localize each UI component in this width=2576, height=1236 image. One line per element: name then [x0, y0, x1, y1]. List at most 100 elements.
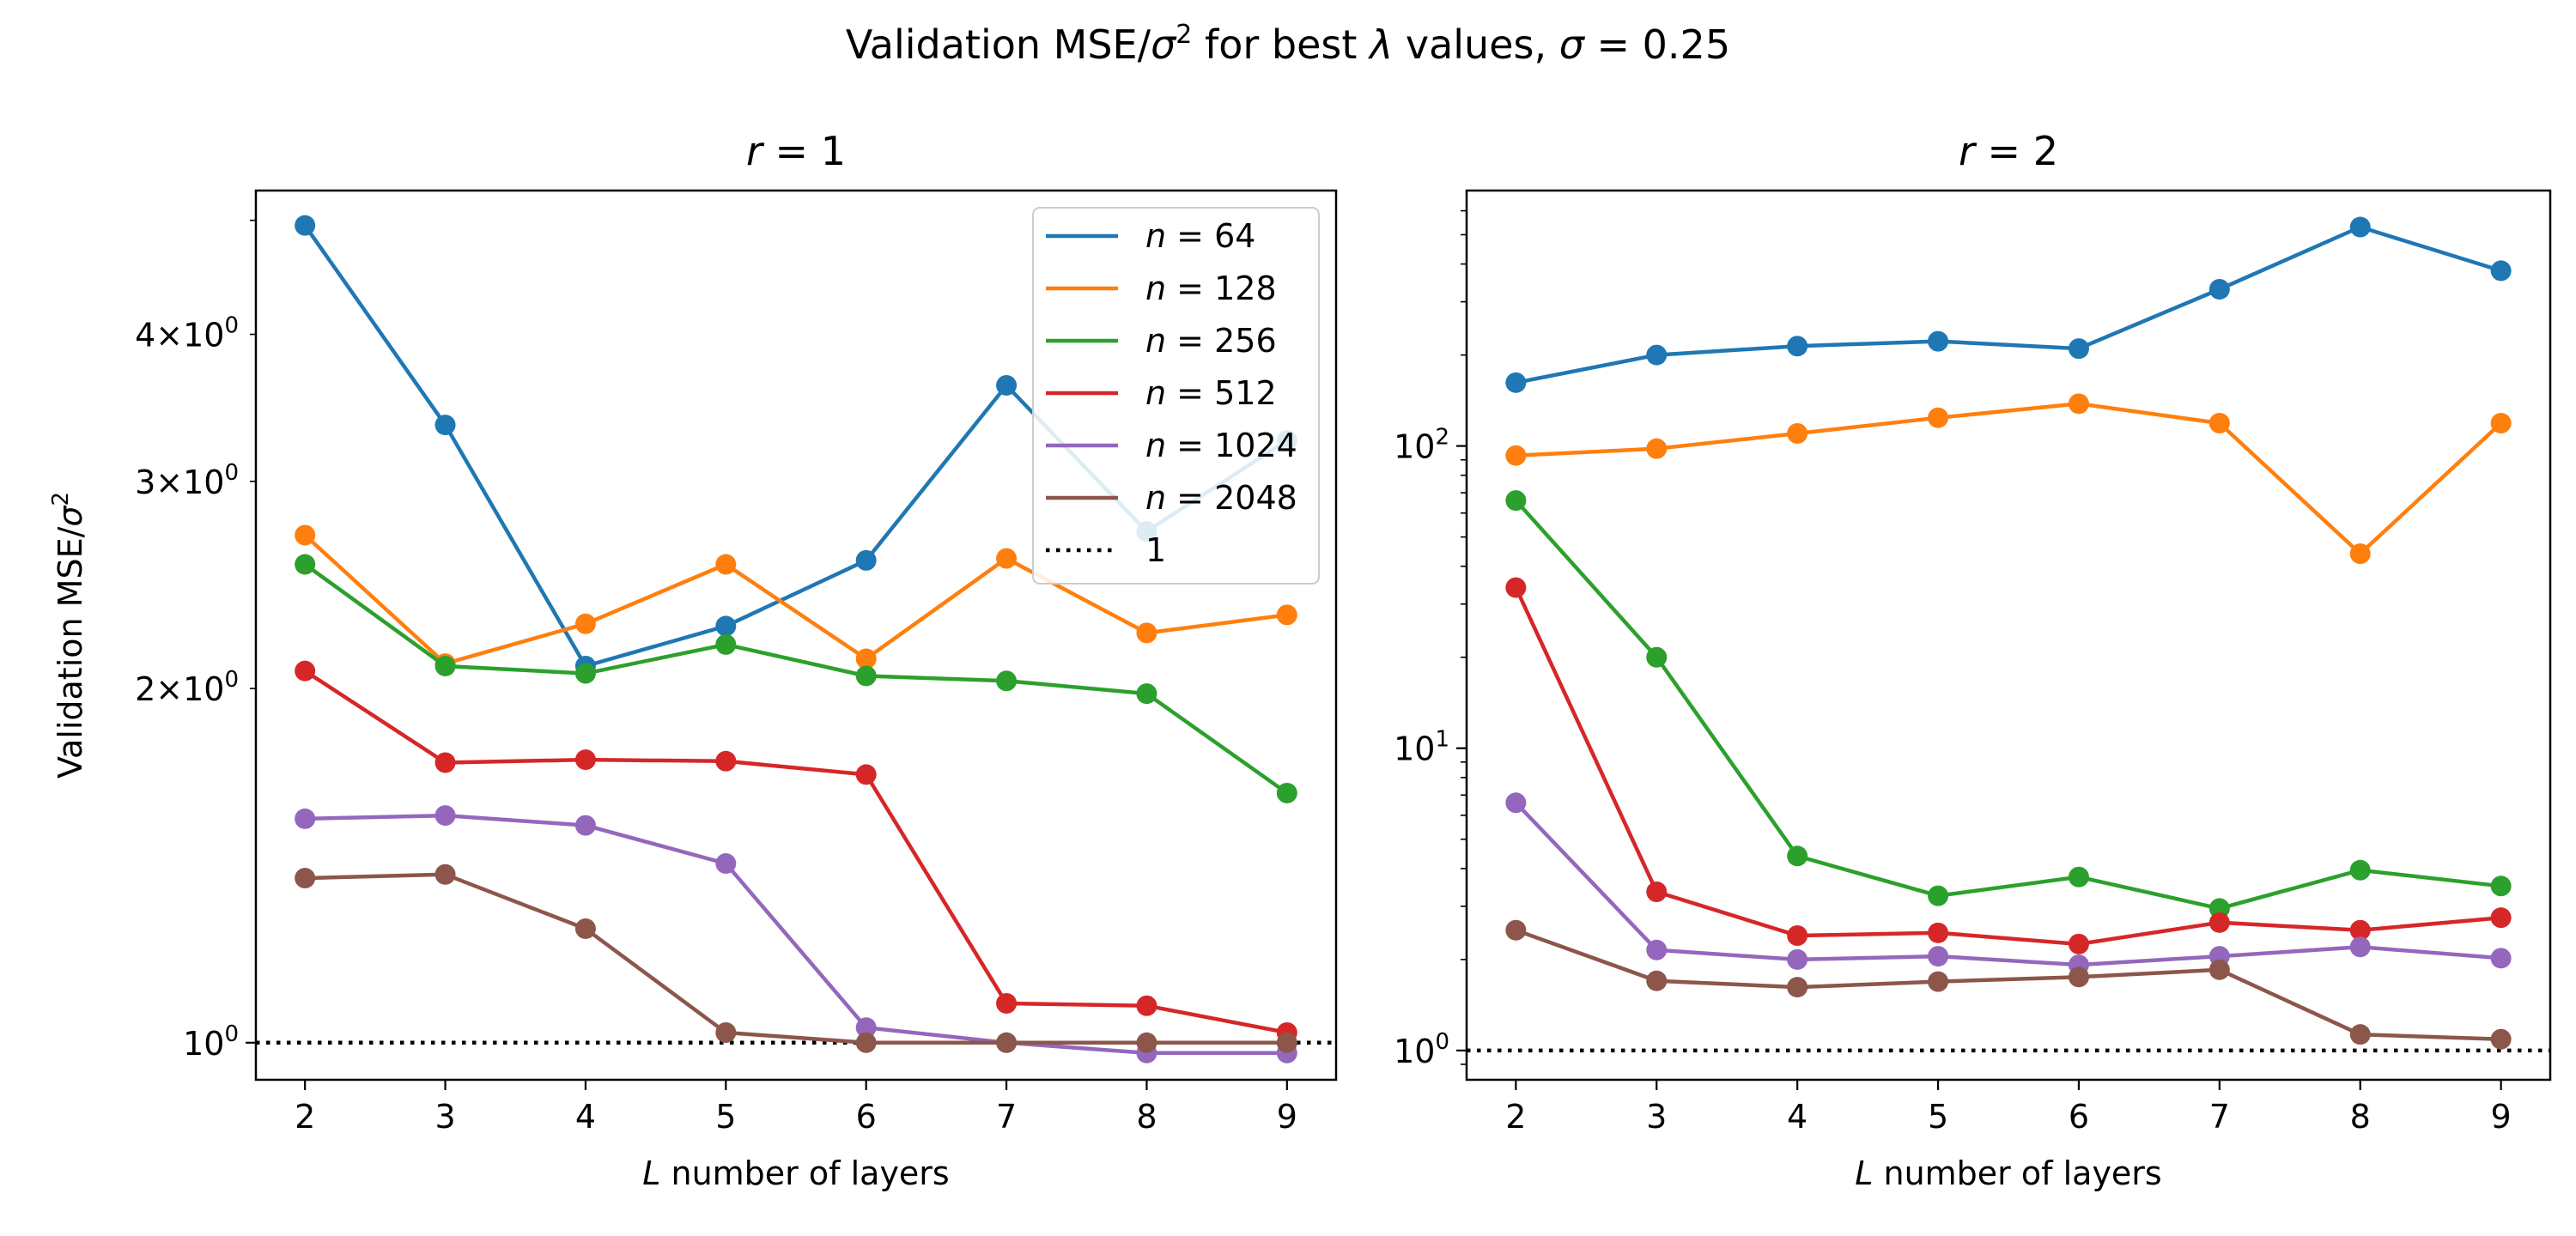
series-line — [305, 872, 1287, 1045]
series-line — [1514, 801, 2501, 967]
series-n-512 — [1505, 577, 2512, 954]
data-point — [1505, 919, 1527, 941]
series-n-64 — [1505, 216, 2512, 393]
data-point — [1136, 995, 1157, 1016]
data-point — [715, 554, 737, 575]
x-tick-label: 8 — [1136, 1098, 1157, 1136]
data-point — [1787, 948, 1808, 970]
data-point — [996, 670, 1018, 692]
data-point — [2349, 919, 2371, 941]
y-tick-label: 3×100 — [135, 460, 239, 501]
x-axis-label-r1: L number of layers — [642, 1154, 949, 1192]
x-tick-label: 7 — [996, 1098, 1017, 1136]
y-tick-label: 102 — [1394, 425, 1449, 466]
x-tick-label: 6 — [2069, 1098, 2089, 1136]
data-point — [855, 648, 877, 670]
x-tick-label: 9 — [2491, 1098, 2512, 1136]
plot-area-r2: 2 3 4 5 6 7 8 9 100 101 102 — [1394, 209, 2550, 1136]
data-point — [574, 663, 596, 684]
x-tick-label: 4 — [575, 1098, 596, 1136]
legend-label: n = 64 — [1145, 217, 1255, 255]
data-point — [2208, 912, 2230, 933]
series-line — [303, 562, 1289, 795]
data-point — [855, 665, 877, 687]
data-point — [1928, 407, 1949, 428]
x-tick-label: 7 — [2209, 1098, 2230, 1136]
data-point — [2208, 959, 2230, 980]
data-point — [2490, 907, 2512, 929]
data-point — [295, 215, 316, 236]
data-point — [855, 549, 877, 571]
data-point — [1136, 1032, 1157, 1053]
data-point — [996, 1032, 1018, 1053]
y-tick-label: 100 — [183, 1021, 239, 1063]
data-point — [1276, 604, 1297, 626]
data-point — [2490, 948, 2512, 969]
data-point — [434, 752, 456, 773]
data-point — [2208, 412, 2230, 433]
series-n-128 — [1505, 393, 2512, 565]
y-tick-label: 2×100 — [135, 667, 239, 708]
series-line — [1514, 586, 2501, 947]
legend-label: n = 1024 — [1145, 427, 1297, 464]
panel-r2: r = 2 2 3 4 5 6 7 8 9 100 101 102 L number of laye… — [1394, 128, 2552, 1192]
data-point — [715, 853, 737, 875]
panel-title-r1: r = 1 — [746, 128, 846, 174]
data-point — [1787, 924, 1808, 946]
panel-title-r2: r = 2 — [1959, 128, 2058, 174]
y-axis-label: Validation MSE/σ2 — [48, 492, 89, 779]
data-point — [2068, 933, 2089, 954]
legend-label: n = 256 — [1145, 322, 1277, 360]
data-point — [1505, 372, 1527, 393]
data-point — [2349, 859, 2371, 881]
x-axis-label-r2: L number of layers — [1855, 1154, 2161, 1192]
data-point — [574, 613, 596, 634]
data-point — [1928, 946, 1949, 967]
series-line — [303, 533, 1288, 666]
data-point — [1928, 922, 1949, 943]
data-point — [2349, 936, 2371, 958]
data-point — [574, 918, 596, 939]
data-point — [434, 863, 456, 885]
data-point — [2208, 898, 2230, 919]
data-point — [2490, 260, 2512, 282]
data-point — [2349, 1024, 2371, 1045]
legend-label: n = 128 — [1145, 270, 1277, 307]
data-point — [295, 808, 316, 829]
figure-suptitle: Validation MSE/σ2 for best λ values, σ =… — [846, 20, 1730, 68]
legend-box — [1032, 207, 1320, 585]
x-tick-label: 9 — [1277, 1098, 1297, 1136]
data-point — [434, 415, 456, 436]
x-tick-label: 3 — [434, 1098, 455, 1136]
series-line — [1515, 928, 2501, 1041]
data-point — [1646, 970, 1668, 991]
x-tick-label: 5 — [1928, 1098, 1948, 1136]
data-point — [1787, 423, 1808, 445]
plot-area-r1: 2 3 4 5 6 7 8 9 100 2×100 3×100 4×100 — [135, 215, 1336, 1136]
series-n-256 — [295, 554, 1297, 803]
data-point — [1505, 490, 1527, 512]
x-tick-label: 2 — [1505, 1098, 1526, 1136]
series-line — [303, 669, 1288, 1035]
data-point — [1136, 622, 1157, 644]
data-point — [295, 524, 316, 546]
x-tick-label: 4 — [1787, 1098, 1807, 1136]
data-point — [2068, 866, 2089, 888]
data-point — [2068, 966, 2089, 988]
data-point — [1928, 330, 1949, 352]
data-point — [1505, 445, 1527, 466]
data-point — [2208, 279, 2230, 300]
data-point — [996, 992, 1018, 1014]
data-point — [434, 805, 456, 827]
x-tick-label: 6 — [856, 1098, 877, 1136]
x-tick-label: 8 — [2350, 1098, 2371, 1136]
legend-label: n = 512 — [1145, 374, 1277, 412]
data-point — [1505, 792, 1527, 814]
series-n-1024 — [295, 805, 1297, 1063]
axes-frame-r2 — [1465, 189, 2552, 1082]
data-point — [1646, 438, 1668, 459]
data-point — [2490, 1028, 2512, 1050]
data-point — [574, 815, 596, 836]
data-point — [2490, 876, 2512, 897]
